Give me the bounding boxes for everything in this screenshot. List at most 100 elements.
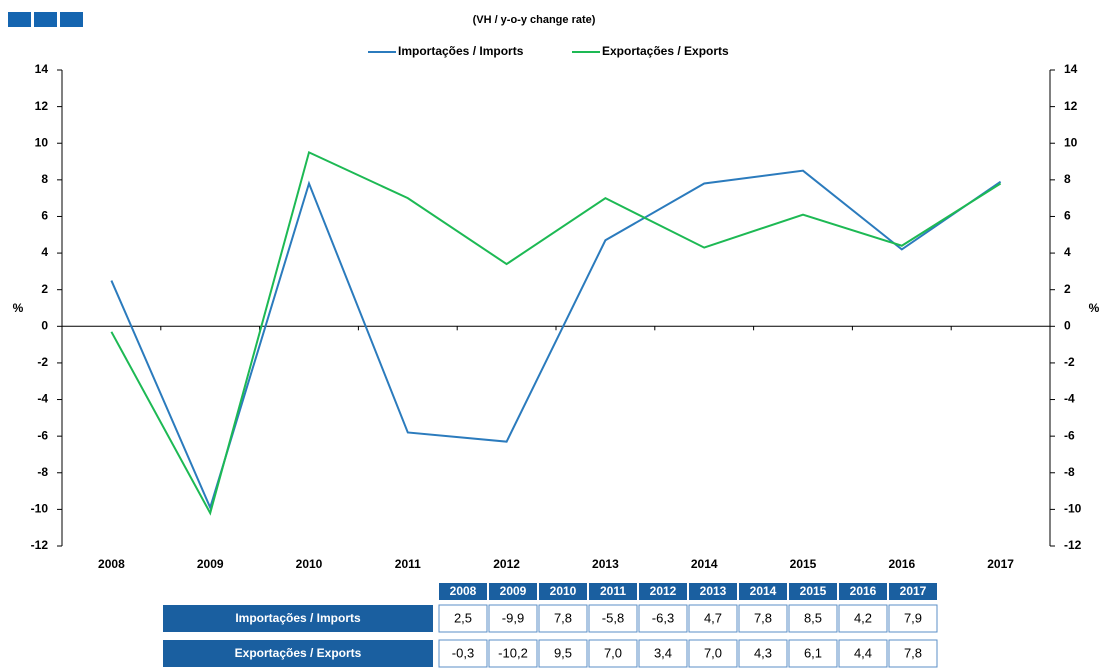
x-tick-label: 2009 [197, 557, 224, 571]
y-tick-label: 2 [41, 282, 48, 296]
table-header-cell [789, 583, 837, 600]
y2-tick-label: 12 [1064, 99, 1078, 113]
table-value: -6,3 [652, 610, 674, 625]
logo-block [8, 12, 31, 27]
y2-tick-label: -4 [1064, 392, 1075, 406]
y-tick-label: 4 [41, 245, 48, 259]
table-value: -5,8 [602, 610, 624, 625]
table-cell [688, 639, 738, 668]
table-cell [438, 639, 488, 668]
table-header-cell [539, 583, 587, 600]
table-row-label: Exportações / Exports [235, 646, 362, 660]
table-cell [888, 604, 938, 633]
table-cell [538, 604, 588, 633]
table-value: 7,9 [904, 610, 922, 625]
table-cell [638, 639, 688, 668]
x-tick-label: 2008 [98, 557, 125, 571]
table-value: 3,4 [654, 645, 672, 660]
table-header-cell [639, 583, 687, 600]
y2-tick-label: 2 [1064, 282, 1071, 296]
table-header: 2009 [500, 584, 527, 598]
y2-tick-label: -6 [1064, 428, 1075, 442]
y-tick-label: 10 [35, 135, 49, 149]
y2-tick-label: 6 [1064, 209, 1071, 223]
y-tick-label: -4 [37, 392, 48, 406]
table-value: 7,0 [704, 645, 722, 660]
table-cell [538, 639, 588, 668]
table-value: 4,7 [704, 610, 722, 625]
table-header: 2013 [700, 584, 727, 598]
table-cell [588, 639, 638, 668]
table-header: 2016 [850, 584, 877, 598]
series-line [110, 150, 1002, 516]
y2-tick-label: 14 [1064, 62, 1078, 76]
y2-tick-label: -12 [1064, 538, 1082, 552]
y2-tick-label: 0 [1064, 318, 1071, 332]
table-cell [688, 604, 738, 633]
table-header-cell [439, 583, 487, 600]
table-value: -10,2 [498, 645, 528, 660]
y2-tick-label: 8 [1064, 172, 1071, 186]
table-value: 7,8 [904, 645, 922, 660]
table-value: 2,5 [454, 610, 472, 625]
table-row-label: Importações / Imports [235, 611, 361, 625]
y-tick-label: -12 [31, 538, 49, 552]
table-header: 2011 [600, 584, 626, 598]
table-header-cell [589, 583, 637, 600]
table-cell [488, 604, 538, 633]
table-cell [488, 639, 538, 668]
table-value: 7,8 [554, 610, 572, 625]
table-value: 4,2 [854, 610, 872, 625]
y-tick-label: 12 [35, 99, 49, 113]
legend-label: Exportações / Exports [602, 44, 729, 58]
table-value: 4,4 [854, 645, 872, 660]
chart-title: (VH / y-o-y change rate) [473, 14, 596, 26]
table-row-label-cell [163, 605, 433, 632]
x-tick-label: 2010 [296, 557, 323, 571]
y-axis-label: % [13, 301, 24, 315]
y-tick-label: -10 [31, 502, 49, 516]
table-cell [738, 639, 788, 668]
y2-tick-label: 10 [1064, 135, 1078, 149]
table-header: 2010 [550, 584, 577, 598]
x-tick-label: 2013 [592, 557, 619, 571]
table-cell [838, 604, 888, 633]
table-value: -0,3 [452, 645, 474, 660]
table-header-cell [739, 583, 787, 600]
table-header: 2015 [800, 584, 827, 598]
table-cell [438, 604, 488, 633]
table-header-cell [689, 583, 737, 600]
x-tick-label: 2015 [790, 557, 817, 571]
y-tick-label: 8 [41, 172, 48, 186]
table-cell [788, 604, 838, 633]
table-header: 2017 [900, 584, 927, 598]
table-header-cell [889, 583, 937, 600]
legend-label: Importações / Imports [398, 44, 524, 58]
y-tick-label: 6 [41, 209, 48, 223]
y-tick-label: 14 [35, 62, 49, 76]
y-tick-label: -2 [37, 355, 48, 369]
logo-block [34, 12, 57, 27]
y-tick-label: 0 [41, 318, 48, 332]
table-header-cell [839, 583, 887, 600]
table-cell [888, 639, 938, 668]
series-line [110, 169, 1002, 511]
table-cell [838, 639, 888, 668]
x-tick-label: 2012 [493, 557, 520, 571]
y2-tick-label: 4 [1064, 245, 1071, 259]
table-value: 9,5 [554, 645, 572, 660]
table-header: 2014 [750, 584, 777, 598]
table-value: -9,9 [502, 610, 524, 625]
y2-tick-label: -8 [1064, 465, 1075, 479]
table-header: 2008 [450, 584, 477, 598]
x-tick-label: 2017 [987, 557, 1014, 571]
table-value: 8,5 [804, 610, 822, 625]
table-header: 2012 [650, 584, 677, 598]
table-cell [788, 639, 838, 668]
x-tick-label: 2011 [395, 557, 421, 571]
x-tick-label: 2016 [888, 557, 915, 571]
table-header-cell [489, 583, 537, 600]
table-cell [588, 604, 638, 633]
logo-block [60, 12, 83, 27]
